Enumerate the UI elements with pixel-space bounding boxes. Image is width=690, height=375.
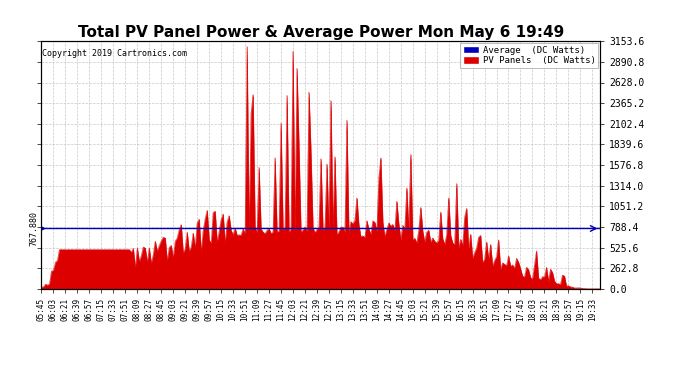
Legend: Average  (DC Watts), PV Panels  (DC Watts): Average (DC Watts), PV Panels (DC Watts): [460, 43, 598, 68]
Text: 767.880: 767.880: [30, 211, 39, 246]
Title: Total PV Panel Power & Average Power Mon May 6 19:49: Total PV Panel Power & Average Power Mon…: [78, 25, 564, 40]
Text: Copyright 2019 Cartronics.com: Copyright 2019 Cartronics.com: [42, 49, 187, 58]
